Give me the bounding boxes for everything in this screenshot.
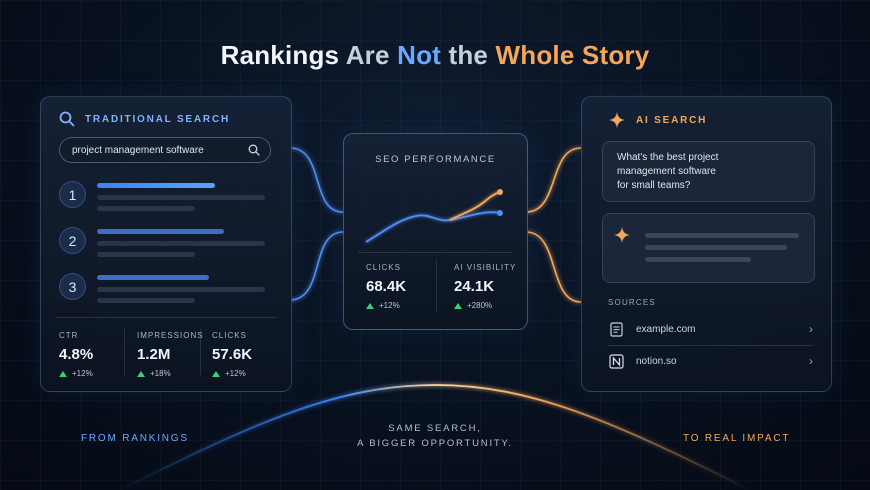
up-arrow-icon [212,370,220,377]
divider [358,252,513,253]
traditional-search-card: TRADITIONAL SEARCH project management so… [40,96,292,392]
result-line-bar [97,287,265,292]
search-submit-icon[interactable] [248,144,260,156]
result-title-bar [97,229,224,234]
stat-ai-visibility: AI VISIBILITY 24.1K +280% [454,263,517,310]
to-real-impact-label: TO REAL IMPACT [683,433,791,444]
up-arrow-icon [366,302,374,309]
stat-impressions: IMPRESSIONS 1.2M +18% [137,331,204,378]
ai-visibility-line [449,191,501,221]
result-title-bar [97,183,215,188]
ai-answer-card [602,213,815,283]
up-arrow-icon [59,370,67,377]
search-input[interactable]: project management software [59,137,271,163]
divider [124,329,125,375]
source-item-example[interactable]: example.com › [608,317,813,341]
ranking-result-3[interactable]: 3 [59,273,274,303]
source-name: notion.so [636,355,677,367]
sparkle-icon [614,227,630,243]
ai-search-card: AI SEARCH What's the best project manage… [581,96,832,392]
search-icon [59,111,75,127]
divider [608,345,813,346]
divider [436,260,437,312]
stat-center-clicks: CLICKS 68.4K +12% [366,263,407,310]
ranking-result-2[interactable]: 2 [59,227,274,257]
result-line-bar [97,195,265,200]
ai-visibility-endpoint [497,189,503,195]
chevron-right-icon: › [809,354,813,368]
answer-line-bar [645,233,799,238]
performance-chart [365,189,503,243]
sparkle-icon [609,112,625,128]
source-item-notion[interactable]: notion.so › [608,349,813,373]
from-rankings-label: FROM RANKINGS [81,433,189,444]
wire-right-bottom [525,231,582,303]
ai-search-header: AI SEARCH [608,111,707,129]
divider [200,329,201,375]
page-title: Rankings Are Not the Whole Story [220,40,650,70]
up-arrow-icon [454,302,462,309]
up-arrow-icon [137,370,145,377]
result-line-bar [97,298,195,303]
result-line-bar [97,206,195,211]
rank-number: 1 [59,181,86,208]
glow-arc [119,384,751,490]
clicks-line [365,211,501,243]
rank-number: 3 [59,273,86,300]
traditional-search-header: TRADITIONAL SEARCH [59,111,230,127]
wire-left-top [289,147,344,213]
wire-left-bottom [289,231,344,301]
divider [55,317,277,318]
notion-logo-icon [608,353,624,369]
result-line-bar [97,241,265,246]
ranking-result-1[interactable]: 1 [59,181,274,211]
stat-clicks: CLICKS 57.6K +12% [212,331,253,378]
rank-number: 2 [59,227,86,254]
result-line-bar [97,252,195,257]
clicks-endpoint [497,210,503,216]
document-icon [608,321,624,337]
search-query: project management software [72,144,204,156]
answer-line-bar [645,257,751,262]
chevron-right-icon: › [809,322,813,336]
wire-right-top [525,147,582,213]
sources-label: SOURCES [608,298,656,307]
source-name: example.com [636,323,696,335]
tagline: SAME SEARCH, A BIGGER OPPORTUNITY. [357,423,513,449]
seo-performance-title: SEO PERFORMANCE [375,154,496,165]
answer-line-bar [645,245,787,250]
seo-performance-card: SEO PERFORMANCE CLICKS 68.4K +12% AI VIS… [343,133,528,330]
ai-question-bubble: What's the best project management softw… [602,141,815,202]
stat-ctr: CTR 4.8% +12% [59,331,94,378]
result-title-bar [97,275,209,280]
